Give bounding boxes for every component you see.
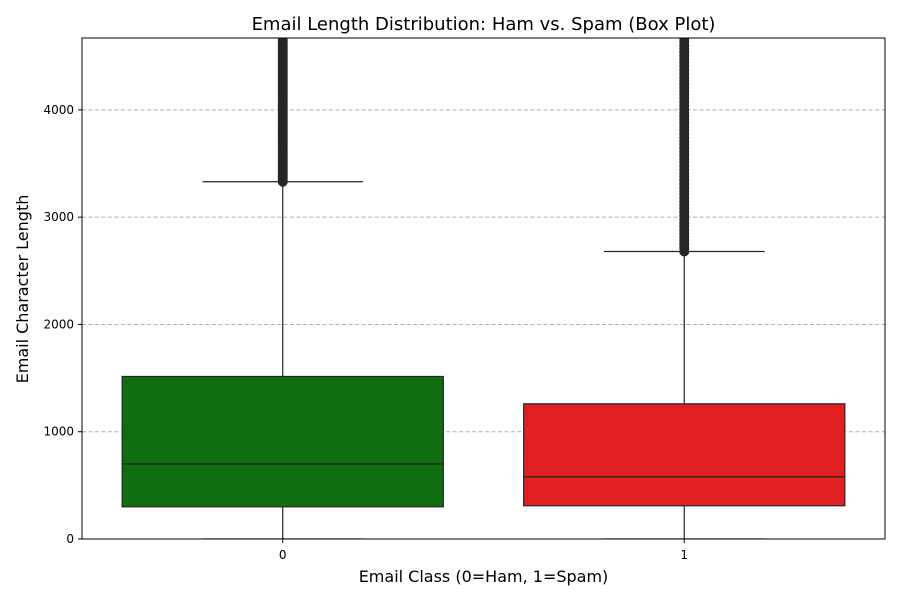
y-axis-ticks: 0 1000 2000 3000 4000 [43, 103, 82, 546]
box-group-1 [523, 38, 846, 539]
y-tick-label: 2000 [43, 317, 74, 331]
x-tick-label: 0 [279, 548, 287, 562]
outlier-column [277, 38, 288, 187]
plot-frame [81, 37, 886, 540]
y-tick-label: 0 [66, 532, 74, 546]
y-tick-label: 4000 [43, 103, 74, 117]
box-iqr [523, 403, 846, 507]
y-axis-label: Email Character Length [13, 195, 32, 384]
box-iqr [121, 375, 444, 508]
chart-title: Email Length Distribution: Ham vs. Spam … [252, 14, 716, 35]
y-tick-label: 3000 [43, 210, 74, 224]
outlier-column [679, 38, 690, 257]
boxes [121, 38, 846, 539]
box-group-0 [121, 38, 444, 539]
outlier-point [277, 38, 288, 43]
x-tick-label: 1 [680, 548, 688, 562]
outlier-point [679, 38, 690, 43]
y-tick-label: 1000 [43, 425, 74, 439]
x-axis-label: Email Class (0=Ham, 1=Spam) [359, 567, 609, 586]
